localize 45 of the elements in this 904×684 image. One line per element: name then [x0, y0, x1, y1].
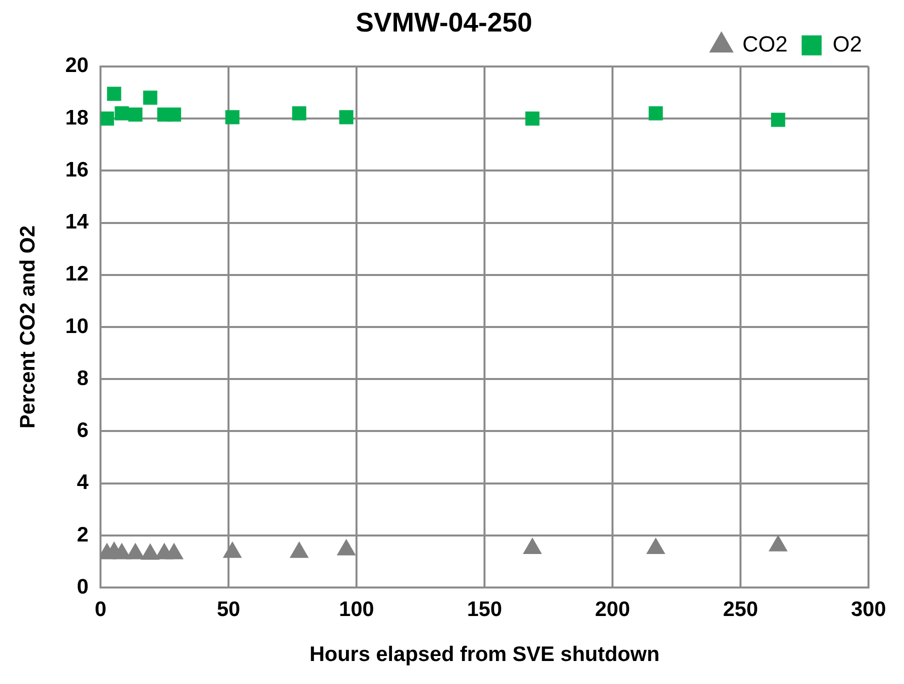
point	[112, 542, 132, 560]
x-tick-label: 300	[850, 598, 886, 621]
point	[290, 541, 309, 558]
point	[140, 543, 160, 560]
y-tick-label: 18	[65, 106, 89, 130]
point	[646, 538, 666, 554]
point	[525, 111, 540, 126]
point	[166, 108, 182, 122]
x-tick-label: 200	[594, 598, 630, 621]
point	[336, 538, 356, 556]
y-tick-label: 20	[65, 54, 89, 78]
y-tick-label: 14	[65, 210, 89, 234]
x-tick-label: 50	[216, 598, 240, 621]
x-tick-label: 100	[339, 598, 374, 621]
point	[522, 538, 542, 554]
y-tick-label: 10	[65, 314, 89, 338]
point	[143, 90, 158, 105]
point	[292, 106, 306, 120]
point	[225, 110, 240, 124]
y-tick-label: 4	[76, 471, 89, 494]
point	[648, 106, 663, 120]
chart-title: SVMW-04-250	[356, 8, 532, 38]
x-tick-label: 0	[94, 598, 106, 621]
point	[339, 110, 354, 124]
point	[128, 108, 142, 122]
point	[771, 112, 786, 127]
point	[222, 541, 242, 558]
point	[107, 86, 122, 101]
y-tick-label: 0	[76, 575, 89, 598]
point	[114, 106, 129, 120]
y-tick-label: 16	[65, 158, 89, 182]
y-tick-label: 8	[76, 366, 89, 390]
x-axis-title: Hours elapsed from SVE shutdown	[309, 643, 660, 666]
point	[768, 534, 788, 552]
point	[164, 542, 184, 560]
y-tick-label: 6	[76, 419, 89, 442]
y-tick-label: 2	[76, 523, 89, 546]
x-tick-label: 150	[466, 598, 502, 621]
y-axis-title: Percent CO2 and O2	[16, 225, 40, 429]
y-tick-label: 12	[65, 262, 89, 286]
legend-label: O2	[832, 31, 862, 56]
point	[100, 111, 114, 126]
point	[126, 542, 145, 560]
x-tick-label: 250	[722, 598, 758, 621]
legend-label: CO2	[742, 31, 788, 56]
